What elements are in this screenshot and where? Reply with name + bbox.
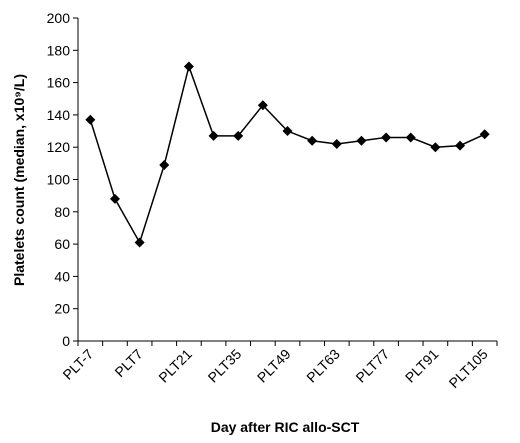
- marker: [85, 114, 96, 125]
- x-tick-label: PLT35: [205, 346, 245, 386]
- y-tick-label: 160: [47, 75, 71, 91]
- y-tick-label: 100: [47, 172, 71, 188]
- marker: [282, 126, 293, 137]
- x-tick-label: PLT77: [352, 346, 392, 386]
- y-tick-label: 200: [47, 10, 71, 26]
- marker: [159, 159, 170, 170]
- x-tick-label: PLT49: [254, 346, 294, 386]
- marker: [257, 100, 268, 111]
- marker: [405, 132, 416, 143]
- marker: [381, 132, 392, 143]
- x-tick-label: PLT63: [303, 346, 343, 386]
- marker: [479, 129, 490, 140]
- marker: [233, 130, 244, 141]
- x-tick-label: PLT21: [155, 346, 195, 386]
- x-tick-label: PLT91: [402, 346, 442, 386]
- marker: [331, 138, 342, 149]
- y-tick-label: 180: [47, 42, 71, 58]
- marker: [134, 237, 145, 248]
- marker: [183, 61, 194, 72]
- y-tick-label: 20: [54, 301, 70, 317]
- y-tick-label: 60: [54, 236, 70, 252]
- line: [89, 63, 485, 245]
- marker: [307, 135, 318, 146]
- marker: [109, 193, 120, 204]
- y-tick-label: 140: [47, 107, 71, 123]
- marker: [208, 130, 219, 141]
- marker: [455, 140, 466, 151]
- x-axis-label: Day after RIC allo-SCT: [211, 419, 360, 435]
- x-tick-label: PLT7: [111, 346, 145, 380]
- x-tick-label: PLT105: [446, 346, 491, 391]
- y-tick-label: 80: [54, 204, 70, 220]
- y-tick-label: 0: [62, 333, 70, 349]
- y-tick-label: 120: [47, 139, 71, 155]
- y-tick-label: 40: [54, 268, 70, 284]
- x-tick-label: PLT-7: [59, 346, 96, 383]
- y-axis-label: Platelets count (median, x10⁹/L): [11, 74, 27, 286]
- marker: [356, 135, 367, 146]
- marker: [430, 142, 441, 153]
